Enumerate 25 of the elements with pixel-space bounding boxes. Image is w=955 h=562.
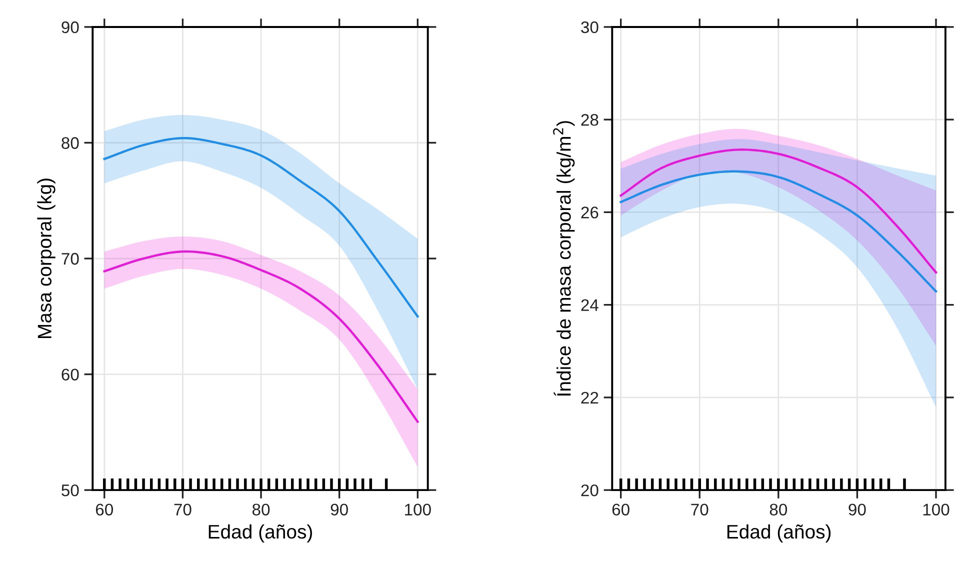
y-axis-title: Masa corporal (kg) bbox=[37, 178, 56, 338]
x-tick-label: 60 bbox=[612, 504, 630, 516]
y-tick-label: 60 bbox=[62, 368, 79, 380]
x-tick-label: 100 bbox=[923, 504, 950, 516]
x-tick-label: 100 bbox=[405, 504, 431, 516]
y-tick-label: 50 bbox=[62, 484, 79, 496]
y-axis-title: Índice de masa corporal (kg/m$^{2}$) bbox=[553, 121, 575, 396]
y-tick-label: 28 bbox=[581, 114, 598, 126]
y-tick-label: 90 bbox=[62, 21, 79, 34]
x-tick-label: 80 bbox=[770, 504, 788, 516]
y-tick-label: 70 bbox=[62, 252, 79, 265]
x-tick-label: 70 bbox=[174, 504, 192, 516]
x-axis-title: Edad (años) bbox=[727, 524, 831, 542]
x-tick-label: 60 bbox=[96, 504, 113, 516]
y-tick-label: 26 bbox=[581, 206, 598, 218]
x-tick-label: 90 bbox=[848, 504, 866, 516]
y-tick-label: 20 bbox=[581, 484, 598, 496]
x-tick-label: 90 bbox=[330, 504, 348, 516]
x-tick-label: 80 bbox=[252, 504, 270, 516]
x-axis-title: Edad (años) bbox=[208, 524, 312, 542]
y-tick-label: 22 bbox=[581, 392, 598, 404]
y-tick-label: 80 bbox=[62, 137, 79, 149]
y-tick-label: 24 bbox=[581, 299, 598, 311]
y-tick-label: 30 bbox=[581, 21, 598, 34]
x-tick-label: 70 bbox=[691, 504, 708, 516]
